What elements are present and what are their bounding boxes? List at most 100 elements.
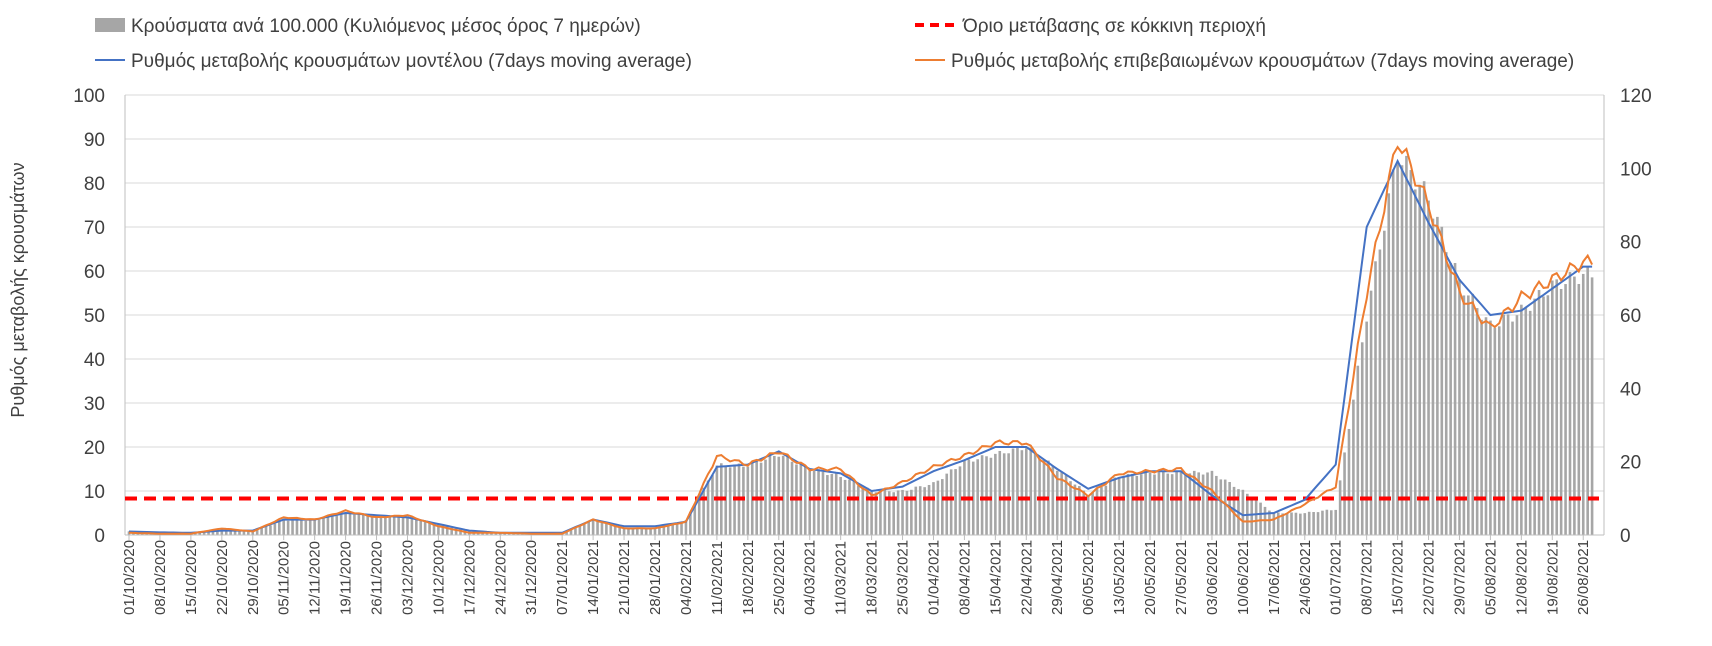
bar	[300, 520, 303, 535]
bar	[260, 528, 263, 535]
x-tick-label: 28/01/2021	[647, 540, 664, 615]
bar	[1573, 276, 1576, 535]
bar	[1029, 447, 1033, 535]
bar	[1422, 181, 1426, 535]
bar	[1528, 310, 1532, 535]
bar	[1524, 307, 1528, 535]
bar	[1139, 474, 1143, 535]
model-rate-line	[128, 158, 1593, 534]
bar	[666, 524, 670, 535]
bar	[1467, 295, 1470, 535]
bar	[1272, 512, 1276, 535]
bar	[1091, 492, 1094, 535]
bar	[923, 487, 926, 535]
y-tick-label: 80	[84, 174, 105, 195]
bar	[1162, 470, 1165, 535]
bar	[746, 466, 750, 535]
axes: 0 10 20 30 40 50 60 70 80 90 100 0 20 40 60 80 100 120 01/…	[73, 86, 1651, 615]
bar	[1400, 165, 1404, 535]
x-tick-label: 03/12/2020	[399, 540, 416, 615]
bar	[1391, 169, 1395, 536]
y-tick-label: 100	[73, 86, 105, 107]
y2-tick-label: 60	[1620, 306, 1641, 327]
y-tick-label: 90	[84, 130, 105, 151]
bar	[339, 514, 343, 535]
x-tick-label: 08/07/2021	[1359, 540, 1376, 615]
bar	[388, 516, 392, 535]
bar	[1356, 365, 1360, 535]
bar	[618, 526, 621, 535]
bar	[689, 511, 692, 535]
bar	[1489, 320, 1492, 535]
bar	[954, 469, 957, 535]
bar	[410, 517, 414, 535]
bar	[269, 525, 272, 535]
bar	[1307, 511, 1311, 535]
bar	[264, 526, 268, 535]
bar	[1564, 284, 1567, 535]
bar	[1418, 184, 1421, 535]
bar	[1100, 487, 1103, 535]
bar	[834, 473, 838, 535]
bar	[985, 456, 988, 535]
confirmed-rate-line	[128, 145, 1593, 535]
bar	[291, 520, 294, 535]
bar	[1568, 272, 1572, 535]
bar	[1321, 510, 1324, 535]
y-tick-label: 70	[84, 218, 105, 239]
bar	[976, 459, 979, 535]
bar	[1157, 472, 1161, 535]
bar	[1396, 162, 1399, 535]
bar	[644, 527, 648, 535]
bar	[1440, 226, 1444, 535]
bar	[1016, 447, 1019, 535]
bar	[1299, 513, 1302, 535]
bar	[1011, 448, 1015, 535]
bar	[1086, 495, 1090, 535]
bar	[817, 469, 820, 535]
bar	[786, 456, 789, 535]
bar	[587, 521, 591, 535]
x-tick-label: 05/08/2021	[1482, 540, 1499, 615]
bar	[1462, 295, 1466, 535]
line-series	[125, 145, 1599, 535]
legend-label: Όριο μετάβασης σε κόκκινη περιοχή	[962, 16, 1266, 37]
bar	[1475, 308, 1479, 535]
bar	[640, 527, 644, 535]
x-tick-label: 22/04/2021	[1018, 540, 1035, 615]
x-tick-label: 20/05/2021	[1142, 540, 1159, 615]
bar	[1148, 472, 1152, 535]
bar	[971, 461, 975, 535]
bar	[459, 529, 462, 535]
bar	[706, 480, 710, 535]
bar	[397, 516, 400, 535]
bar	[1352, 399, 1355, 535]
bar	[936, 480, 940, 535]
bar	[596, 521, 599, 535]
bar	[432, 523, 436, 535]
bar	[273, 523, 277, 535]
bar	[901, 489, 904, 535]
bar	[812, 470, 816, 535]
y2-tick-label: 0	[1620, 526, 1631, 547]
bar	[697, 497, 701, 535]
bar	[1497, 326, 1501, 535]
x-tick-label: 13/05/2021	[1111, 540, 1128, 615]
legend-label: Ρυθμός μεταβολής επιβεβαιωμένων κρουσμάτ…	[951, 51, 1574, 72]
x-tick-label: 11/02/2021	[709, 541, 726, 615]
bar	[423, 520, 427, 535]
bar	[1480, 319, 1483, 535]
bar	[1104, 485, 1108, 535]
bar	[1581, 273, 1585, 535]
bar	[1444, 252, 1448, 535]
bar	[1117, 477, 1121, 535]
bar	[1241, 489, 1245, 535]
y2-tick-label: 20	[1620, 453, 1641, 474]
bar	[773, 455, 776, 535]
bar	[1232, 486, 1236, 535]
bar	[1484, 317, 1488, 535]
x-tick-label: 03/06/2021	[1204, 540, 1221, 615]
bar	[242, 530, 246, 535]
bar	[879, 491, 882, 535]
y2-tick-label: 80	[1620, 233, 1641, 254]
